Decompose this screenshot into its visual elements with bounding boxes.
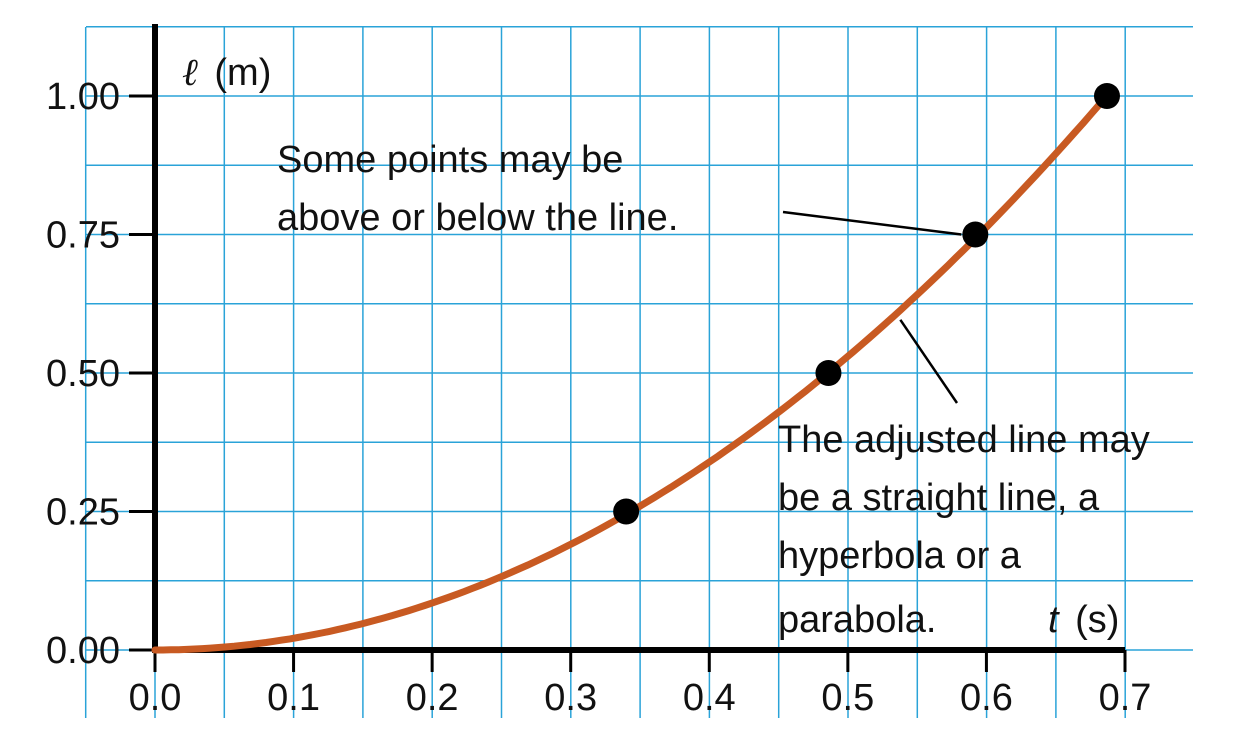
- leader-line-points: [782, 210, 962, 236]
- leader-line-curve: [899, 319, 959, 404]
- annotation-2-line-1: The adjusted line may: [778, 419, 1150, 461]
- y-axis-label: ℓ (m): [182, 50, 271, 94]
- y-axis-unit: (m): [214, 52, 271, 94]
- annotation-1-line-2: above or below the line.: [277, 197, 678, 239]
- x-tick-label: 0.0: [129, 677, 182, 719]
- y-tick-label: 0.50: [46, 353, 120, 395]
- y-tick-label: 1.00: [46, 76, 120, 118]
- grid: [84, 26, 1193, 718]
- data-point: [613, 498, 640, 525]
- y-tick-label: 0.75: [46, 215, 120, 257]
- axes: [129, 24, 1127, 672]
- annotation-1-line-1: Some points may be: [277, 139, 623, 181]
- x-tick-labels: 0.0 0.1 0.2 0.3 0.4 0.5 0.6 0.7: [129, 677, 1152, 719]
- annotation-points-off-line: Some points may be above or below the li…: [277, 139, 678, 239]
- y-tick-labels: 0.00 0.25 0.50 0.75 1.00: [46, 76, 120, 672]
- y-tick-label: 0.25: [46, 492, 120, 534]
- x-axis-label: t (s): [1048, 599, 1119, 641]
- data-point: [962, 221, 989, 248]
- annotation-2-line-4: parabola.: [778, 599, 936, 641]
- x-tick-label: 0.7: [1099, 677, 1152, 719]
- x-tick-label: 0.1: [267, 677, 320, 719]
- annotation-2-line-2: be a straight line, a: [778, 477, 1100, 519]
- x-axis-symbol: t: [1048, 599, 1060, 641]
- data-point: [815, 360, 842, 386]
- annotation-2-line-3: hyperbola or a: [778, 535, 1022, 577]
- x-tick-label: 0.2: [406, 677, 459, 719]
- data-point: [1093, 83, 1120, 109]
- annotation-adjusted-line: The adjusted line may be a straight line…: [778, 419, 1150, 641]
- x-tick-label: 0.3: [544, 677, 597, 719]
- y-tick-label: 0.00: [46, 630, 120, 672]
- y-axis-symbol: ℓ: [182, 50, 198, 94]
- x-axis-unit: (s): [1075, 599, 1119, 641]
- x-tick-label: 0.6: [960, 677, 1013, 719]
- x-tick-label: 0.4: [683, 677, 736, 719]
- x-tick-label: 0.5: [821, 677, 874, 719]
- annotation-leaders: [782, 210, 962, 404]
- data-points: [613, 83, 1120, 525]
